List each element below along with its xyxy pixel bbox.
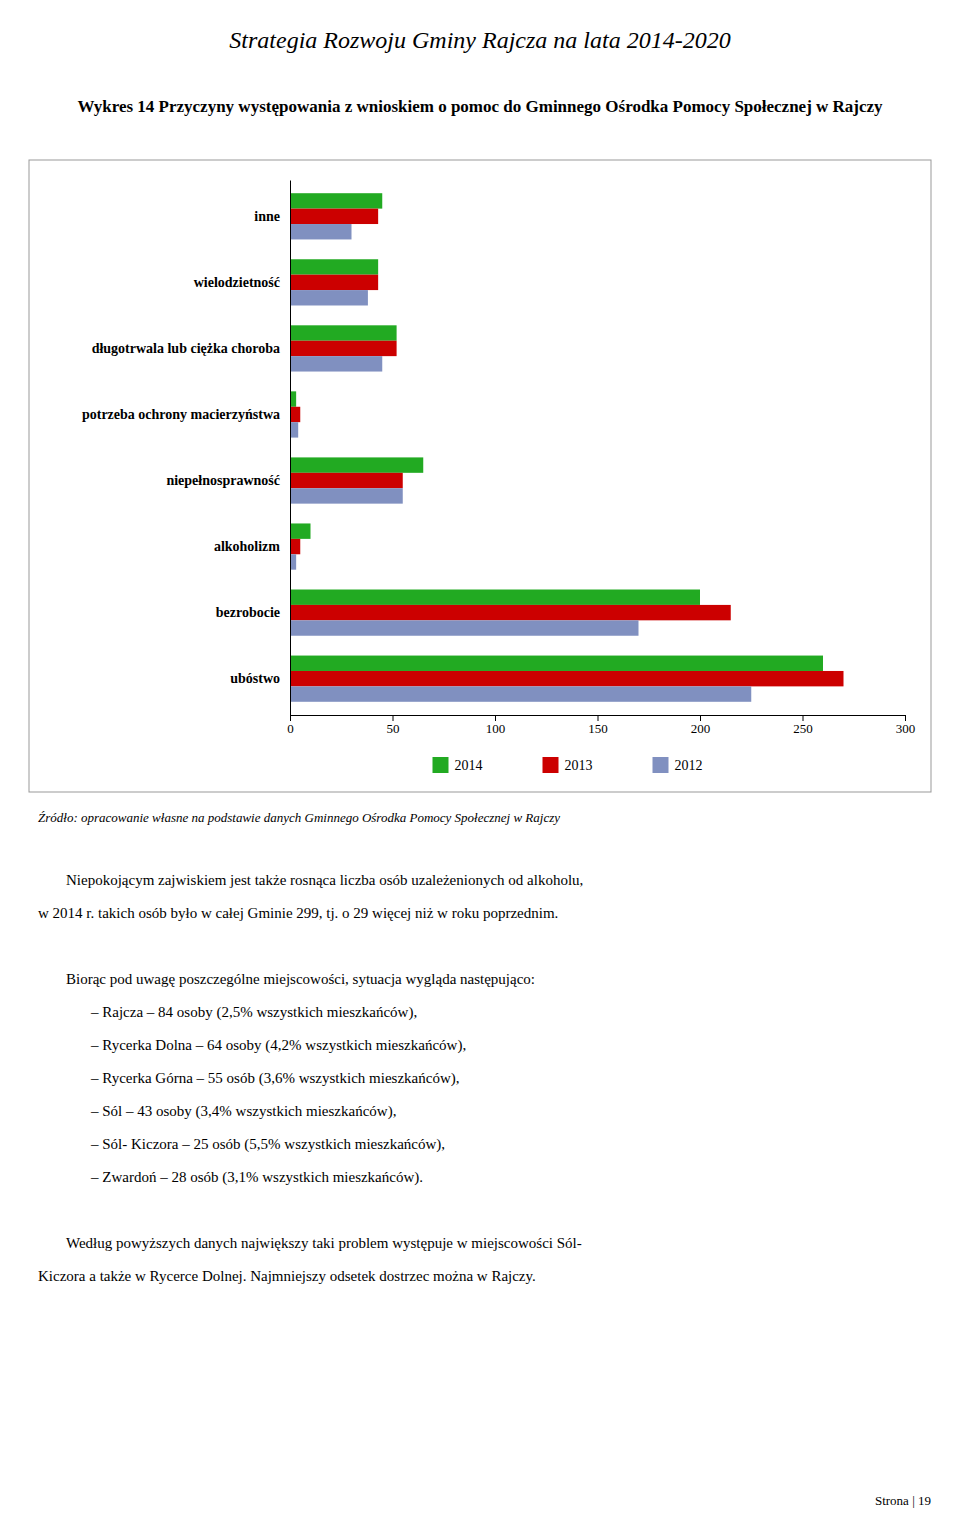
x-axis: 0 50 100 150 200 250 300 [287, 715, 915, 736]
x-tick-label: 100 [486, 721, 506, 736]
bar-series [290, 224, 751, 702]
y-tick-label: wielodzietność [194, 275, 280, 290]
footer-bullet: – Zwardoń – 28 osób (3,1% wszystkich mie… [90, 1169, 423, 1186]
bar [290, 686, 751, 701]
x-tick-mark [495, 715, 496, 721]
bar [290, 422, 298, 437]
x-tick: 250 [793, 715, 813, 736]
x-tick-mark [803, 715, 804, 721]
y-tick: długotrwala lub ciężka choroba [92, 341, 280, 356]
footer: Niepokojącym zajwiskiem jest także rosną… [38, 872, 583, 1284]
y-tick-label: długotrwala lub ciężka choroba [92, 341, 280, 356]
bar [290, 539, 300, 554]
x-tick-label: 50 [387, 721, 400, 736]
bar [290, 605, 731, 620]
legend: 2014 2013 2012 [433, 757, 703, 773]
legend-swatch [653, 757, 669, 773]
footer-bullet: – Sól – 43 osoby (3,4% wszystkich mieszk… [90, 1103, 396, 1120]
x-tick: 100 [486, 715, 506, 736]
x-tick-mark [598, 715, 599, 721]
bar-series [290, 209, 844, 687]
bar [290, 290, 368, 305]
bar [290, 590, 700, 605]
footer-line: Według powyższych danych największy taki… [66, 1235, 582, 1251]
footer-line: Niepokojącym zajwiskiem jest także rosną… [66, 872, 583, 888]
footer-bullet: – Rycerka Dolna – 64 osoby (4,2% wszystk… [90, 1037, 466, 1054]
chart-title: Wykres 14 Przyczyny występowania z wnios… [77, 97, 883, 116]
footer-line: Biorąc pod uwagę poszczególne miejscowoś… [66, 971, 535, 987]
bar [290, 473, 403, 488]
bar [290, 341, 397, 356]
y-tick-label: ubóstwo [230, 671, 280, 686]
bar [290, 523, 311, 538]
bar [290, 356, 382, 371]
bar-series [290, 193, 823, 671]
y-tick-label: bezrobocie [216, 605, 280, 620]
legend-swatch [543, 757, 559, 773]
footer-bullet: – Rajcza – 84 osoby (2,5% wszystkich mie… [90, 1004, 417, 1021]
x-tick: 300 [896, 715, 916, 736]
bars [290, 193, 844, 702]
bar [290, 407, 300, 422]
y-tick: wielodzietność [194, 275, 280, 290]
bar [290, 656, 823, 671]
x-tick-mark [905, 715, 906, 721]
y-tick: bezrobocie [216, 605, 280, 620]
footer-bullet: – Rycerka Górna – 55 osób (3,6% wszystki… [90, 1070, 459, 1087]
legend-swatch [433, 757, 449, 773]
bar [290, 325, 397, 340]
bar [290, 259, 378, 274]
x-tick-label: 0 [287, 721, 294, 736]
bar [290, 275, 378, 290]
bar [290, 620, 639, 635]
x-tick: 0 [287, 715, 294, 736]
y-tick: potrzeba ochrony macierzyństwa [82, 407, 280, 422]
x-tick-mark [700, 715, 701, 721]
page-title: Strategia Rozwoju Gminy Rajcza na lata 2… [229, 27, 730, 53]
y-tick: alkoholizm [214, 539, 280, 554]
x-tick-label: 200 [691, 721, 711, 736]
legend-label: 2014 [455, 758, 483, 773]
bar [290, 457, 423, 472]
x-tick-mark [290, 715, 291, 721]
y-axis-line [290, 181, 291, 716]
y-tick-label: alkoholizm [214, 539, 280, 554]
legend-label: 2013 [565, 758, 593, 773]
x-tick-label: 300 [896, 721, 916, 736]
x-tick: 200 [691, 715, 711, 736]
x-tick-label: 250 [793, 721, 813, 736]
page-number: Strona | 19 [875, 1493, 931, 1508]
bar [290, 209, 378, 224]
y-tick-label: niepełnosprawność [166, 473, 280, 488]
source: Źródło: opracowanie własne na podstawie … [38, 810, 560, 825]
bar [290, 193, 382, 208]
chart-frame [29, 160, 931, 792]
x-tick: 50 [387, 715, 400, 736]
footer-bullet: – Sól- Kiczora – 25 osób (5,5% wszystkic… [90, 1136, 445, 1153]
y-tick-label: potrzeba ochrony macierzyństwa [82, 407, 280, 422]
legend-label: 2012 [675, 758, 703, 773]
bar [290, 671, 844, 686]
x-tick-mark [393, 715, 394, 721]
y-axis: inne wielodzietność długotrwala lub ciężka… [82, 181, 291, 716]
x-axis-line [291, 716, 906, 722]
footer-line: Kiczora a także w Rycerce Dolnej. Najmni… [38, 1268, 536, 1284]
y-tick: inne [254, 209, 280, 224]
x-tick-label: 150 [588, 721, 608, 736]
y-tick: niepełnosprawność [166, 473, 280, 488]
bar [290, 488, 403, 503]
x-tick: 150 [588, 715, 608, 736]
y-tick: ubóstwo [230, 671, 280, 686]
y-tick-label: inne [254, 209, 280, 224]
bar [290, 224, 352, 239]
footer-line: w 2014 r. takich osób było w całej Gmini… [38, 905, 558, 921]
page: Strategia Rozwoju Gminy Rajcza na lata 2… [0, 0, 960, 1535]
